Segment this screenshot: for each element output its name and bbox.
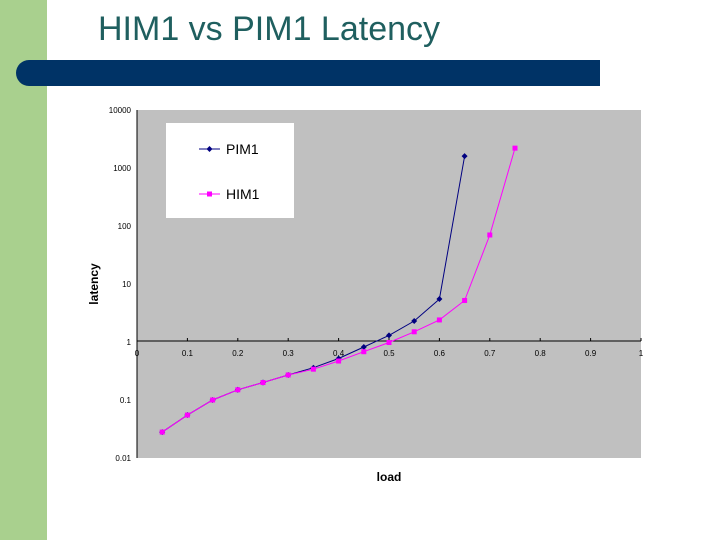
him1-point [512, 145, 518, 151]
him1-point [336, 358, 342, 364]
x-tick-label: 0.9 [585, 349, 597, 358]
y-tick-label: 10000 [109, 106, 132, 115]
y-tick-label: 1 [127, 338, 132, 347]
x-tick-label: 0.1 [182, 349, 194, 358]
him1-point [361, 349, 367, 355]
x-tick-label: 0.5 [383, 349, 395, 358]
pim1-point [411, 318, 418, 325]
legend-pim1-marker [206, 146, 213, 152]
y-tick-label: 100 [118, 222, 132, 231]
him1-point [260, 380, 266, 386]
x-tick-labels: 0 0.1 0.2 0.3 0.4 0.5 0.6 0.7 0.8 0.9 1 [135, 338, 644, 358]
him1-point [487, 232, 493, 238]
x-tick-label: 0.2 [232, 349, 244, 358]
legend: PIM1 HIM1 [166, 123, 294, 218]
y-tick-labels: 10000 1000 100 10 1 0.1 0.01 [109, 106, 132, 463]
y-tick-label: 0.1 [120, 396, 132, 405]
x-tick-label: 1 [639, 349, 644, 358]
him1-point [184, 412, 190, 418]
slide-title: HIM1 vs PIM1 Latency [98, 10, 441, 48]
pim1-point [386, 332, 392, 339]
x-axis-title: load [377, 470, 402, 484]
corner-decor [47, 0, 90, 56]
x-tick-label: 0.7 [484, 349, 496, 358]
pim1-point [436, 296, 443, 303]
pim1-point [360, 343, 367, 350]
x-tick-label: 0 [135, 349, 140, 358]
legend-pim1-label: PIM1 [226, 141, 259, 157]
left-decor-band [0, 0, 47, 540]
x-tick-label: 0.8 [535, 349, 547, 358]
him1-point [159, 429, 165, 435]
legend-him1-marker [207, 191, 212, 197]
y-axis-title: latency [87, 263, 101, 305]
him1-point [436, 317, 442, 323]
him1-point [386, 340, 392, 346]
legend-him1-label: HIM1 [226, 186, 260, 202]
x-tick-label: 0.3 [283, 349, 295, 358]
title-underline-bar [16, 60, 600, 86]
x-tick-label: 0.4 [333, 349, 345, 358]
x-tick-label: 0.6 [434, 349, 446, 358]
him1-point [462, 297, 468, 303]
y-tick-label: 0.01 [115, 454, 131, 463]
him1-point [411, 329, 417, 335]
y-tick-label: 1000 [113, 164, 131, 173]
series-group [159, 145, 518, 436]
y-tick-label: 10 [122, 280, 131, 289]
pim1-point [461, 153, 468, 160]
him1-point [235, 387, 241, 393]
legend-box [166, 123, 294, 218]
him1-point [285, 372, 291, 378]
him1-point [310, 366, 316, 372]
him1-point [210, 397, 216, 403]
